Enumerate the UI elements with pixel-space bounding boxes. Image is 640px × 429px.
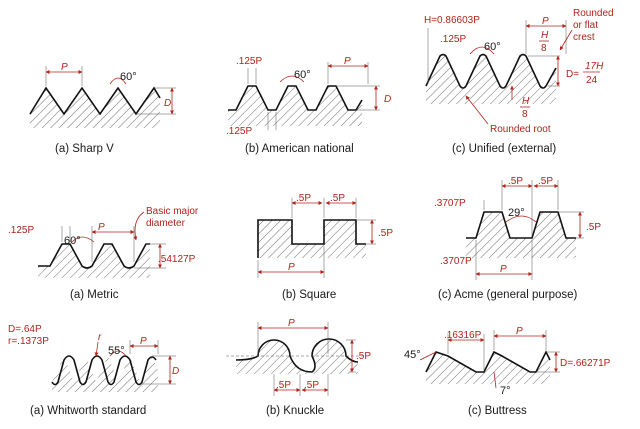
caption-unified-external: (c) Unified (external): [452, 143, 556, 155]
american-pitch-label: P: [344, 56, 351, 67]
unified-h8-top-den: 8: [541, 43, 547, 54]
acme-width-label-1: .5P: [508, 176, 523, 187]
sharp-v-depth-label: D: [164, 98, 171, 109]
caption-buttress: (c) Buttress: [468, 405, 527, 417]
american-angle-label: 60°: [294, 69, 311, 81]
unified-angle-label: 60°: [484, 41, 501, 53]
caption-american-national: (b) American national: [245, 143, 354, 155]
metric-angle-label: 60°: [64, 235, 81, 247]
caption-square: (b) Square: [282, 289, 336, 301]
unified-d-label: D=: [566, 69, 579, 80]
panel-knuckle: P .5P .5P .5P (b) Knuckle: [226, 318, 371, 417]
square-pitch-label: P: [288, 262, 295, 273]
whitworth-depth-label: D: [172, 366, 179, 377]
unified-h8-bottom-num: H: [522, 96, 530, 107]
metric-note-basic-major: Basic major: [146, 206, 199, 217]
whitworth-angle-label: 55°: [108, 345, 125, 357]
sharp-v-pitch-label: P: [61, 62, 68, 73]
panel-sharp-v: P 60° D (a) Sharp V: [29, 62, 176, 155]
caption-sharp-v: (a) Sharp V: [55, 143, 114, 155]
american-crest-flat-label: .125P: [236, 56, 262, 67]
knuckle-width-label-2: .5P: [304, 380, 319, 391]
buttress-45-label: 45°: [404, 349, 421, 361]
panel-metric: .125P 60° P .54127P Basic major diameter…: [8, 206, 199, 301]
unified-note-or-flat: or flat: [573, 20, 598, 31]
panel-american-national: .125P P 60° D .125P (b) American nationa…: [226, 56, 391, 155]
metric-note-diameter: diameter: [146, 218, 186, 229]
buttress-depth-label: D=.66271P: [560, 358, 611, 369]
knuckle-pitch-label: P: [288, 318, 295, 329]
acme-angle-label: 29°: [508, 207, 525, 219]
acme-crest-left-label: .3707P: [434, 198, 466, 209]
unified-note-rounded: Rounded: [573, 8, 614, 19]
square-depth-label: .5P: [378, 228, 393, 239]
buttress-offset-label: .16316P: [444, 330, 482, 341]
buttress-7-label: 7°: [500, 385, 511, 397]
panel-acme: .3707P .5P .5P 29° .5P .3707P P (c) Acme…: [434, 176, 601, 301]
square-width-label-2: .5P: [330, 193, 345, 204]
unified-h8-bottom-den: 8: [522, 109, 528, 120]
unified-h8-top-num: H: [541, 30, 549, 41]
caption-whitworth: (a) Whitworth standard: [30, 405, 146, 417]
unified-d-num: 17H: [585, 61, 604, 72]
knuckle-width-label-1: .5P: [276, 380, 291, 391]
caption-metric: (a) Metric: [70, 289, 119, 301]
metric-crest-label: .125P: [8, 225, 34, 236]
caption-acme: (c) Acme (general purpose): [438, 289, 578, 301]
caption-knuckle: (b) Knuckle: [266, 405, 324, 417]
whitworth-radius-label: r: [98, 332, 102, 343]
metric-depth-label: .54127P: [158, 254, 196, 265]
acme-width-label-2: .5P: [538, 176, 553, 187]
panel-unified-external: H=0.86603P P .125P 60° H 8 D= 17H 24 H 8…: [424, 8, 614, 155]
unified-note-rounded-root: Rounded root: [490, 124, 551, 135]
unified-pitch-label: P: [542, 16, 549, 27]
acme-pitch-label: P: [500, 264, 507, 275]
buttress-pitch-label: P: [516, 326, 523, 337]
whitworth-pitch-label: P: [140, 336, 147, 347]
acme-depth-label: .5P: [586, 222, 601, 233]
unified-note-crest: crest: [573, 32, 595, 43]
acme-root-label: .3707P: [440, 256, 472, 267]
knuckle-depth-label: .5P: [356, 351, 371, 362]
american-depth-label: D: [384, 94, 391, 105]
panel-whitworth: D=.64P r=.1373P r 55° P D (a) Whitworth …: [8, 324, 179, 417]
sharp-v-angle-label: 60°: [120, 71, 137, 83]
unified-crest-label: .125P: [440, 34, 466, 45]
whitworth-d-label: D=.64P: [8, 324, 42, 335]
panel-buttress: .16316P P 45° D=.66271P 7° (c) Buttress: [404, 326, 611, 417]
square-width-label-1: .5P: [296, 193, 311, 204]
whitworth-r-label: r=.1373P: [8, 336, 49, 347]
american-root-flat-label: .125P: [226, 126, 252, 137]
panel-square: .5P .5P .5P P (b) Square: [257, 193, 393, 301]
unified-d-den: 24: [586, 75, 598, 86]
unified-h-label: H=0.86603P: [424, 15, 480, 26]
metric-pitch-label: P: [98, 222, 105, 233]
